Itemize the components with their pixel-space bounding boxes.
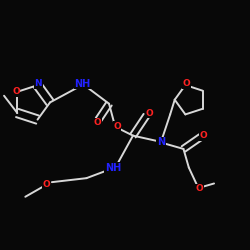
Text: N: N xyxy=(157,137,165,147)
Text: O: O xyxy=(196,184,203,193)
Text: O: O xyxy=(43,180,50,189)
Text: O: O xyxy=(93,118,101,127)
Text: O: O xyxy=(12,87,20,96)
Text: NH: NH xyxy=(74,79,90,89)
Text: O: O xyxy=(145,108,153,118)
Text: NH: NH xyxy=(105,162,121,172)
Text: O: O xyxy=(183,79,190,88)
Text: N: N xyxy=(34,80,42,88)
Text: O: O xyxy=(200,131,207,140)
Text: O: O xyxy=(113,122,121,131)
